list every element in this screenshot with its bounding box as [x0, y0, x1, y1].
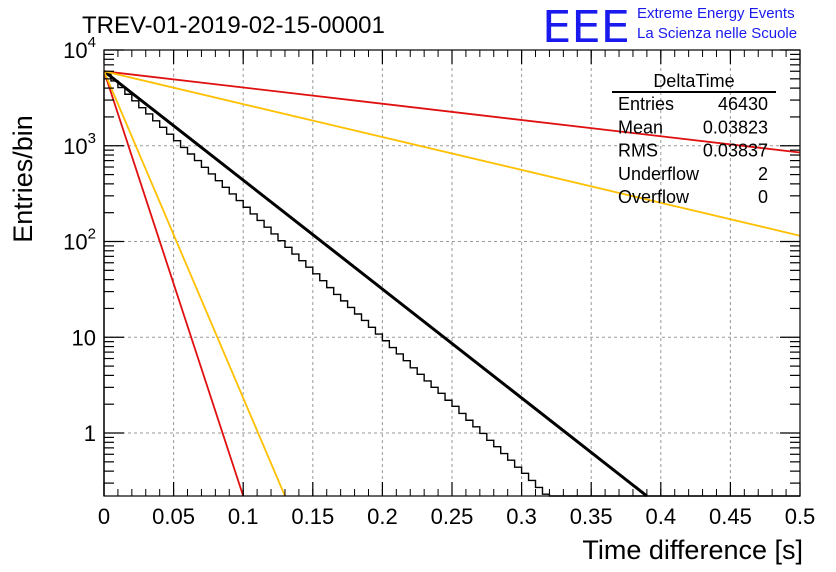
x-tick-label: 0.35: [570, 504, 613, 529]
stats-label: RMS: [618, 141, 658, 161]
stats-label: Underflow: [618, 164, 700, 184]
x-tick-label: 0.1: [228, 504, 259, 529]
stats-label: Entries: [618, 94, 674, 114]
stats-value: 0: [758, 187, 768, 207]
x-tick-label: 0.4: [646, 504, 677, 529]
fit-line-lower-orange: [103, 70, 286, 497]
fit-line-lower-red: [103, 70, 245, 497]
x-tick-label: 0: [98, 504, 110, 529]
y-tick-label: 104: [63, 34, 96, 63]
y-tick-label: 102: [63, 226, 96, 255]
stats-box: DeltaTime Entries 46430 Mean 0.03823 RMS 0.03…: [612, 71, 776, 207]
fit-line-upper-orange: [103, 70, 801, 237]
y-tick-label: 10: [72, 325, 96, 350]
x-tick-label: 0.05: [152, 504, 195, 529]
stats-title: DeltaTime: [653, 71, 734, 91]
eee-logo: EEE Extreme Energy Events La Scienza nel…: [542, 2, 797, 53]
eee-logo-mark: EEE: [542, 2, 630, 53]
fit-line-upper-red: [103, 70, 801, 154]
x-tick-label: 0.5: [785, 504, 816, 529]
y-tick-label: 1: [84, 421, 96, 446]
x-axis-ticks: 0 0.05 0.1 0.15 0.2 0.25 0.3 0.35 0.4 0.45 0.5: [98, 50, 815, 529]
y-axis-ticks: 1 10 102 103 104: [63, 34, 800, 484]
fit-lines: [103, 70, 801, 498]
stats-value: 0.03823: [703, 117, 768, 137]
stats-value: 2: [758, 164, 768, 184]
x-tick-label: 0.25: [431, 504, 474, 529]
stats-label: Overflow: [618, 187, 690, 207]
chart-title: TREV-01-2019-02-15-00001: [82, 12, 385, 39]
stats-value: 0.03837: [703, 141, 768, 161]
x-tick-label: 0.2: [367, 504, 398, 529]
fit-line-fit: [103, 70, 648, 498]
eee-logo-line2: La Scienza nelle Scuole: [637, 25, 797, 42]
x-tick-label: 0.45: [709, 504, 752, 529]
eee-logo-line1: Extreme Energy Events: [637, 5, 795, 22]
stats-value: 46430: [718, 94, 768, 114]
x-axis-label: Time difference [s]: [582, 535, 803, 565]
stats-label: Mean: [618, 117, 663, 137]
stats-rows: Entries 46430 Mean 0.03823 RMS 0.03837Underfl…: [618, 94, 768, 207]
y-axis-label: Entries/bin: [8, 115, 38, 243]
x-tick-label: 0.15: [291, 504, 334, 529]
x-tick-label: 0.3: [506, 504, 537, 529]
y-tick-label: 103: [63, 130, 96, 159]
